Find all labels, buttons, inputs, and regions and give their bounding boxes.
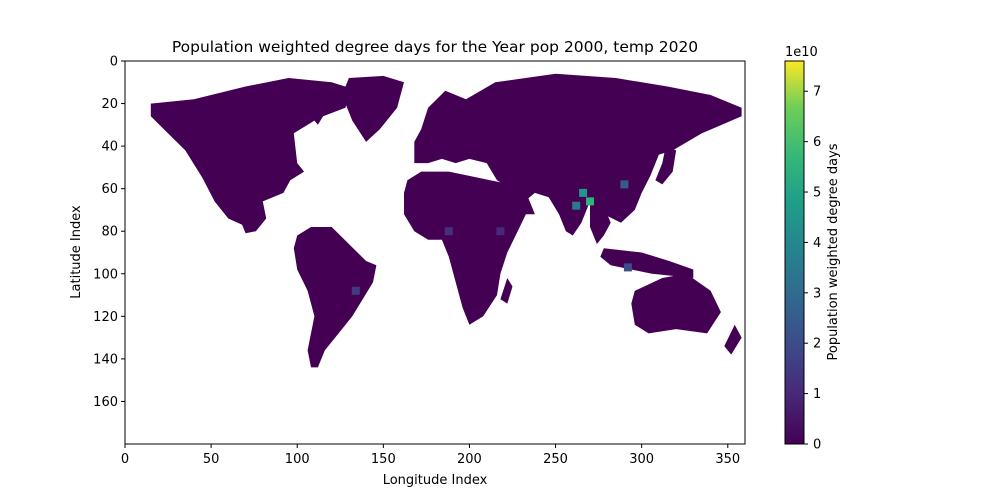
land-region-6: [490, 180, 535, 215]
colorbar-tick-label: 1: [813, 387, 821, 402]
land-region-11: [655, 146, 677, 185]
colorbar-tick-label: 7: [813, 85, 821, 100]
y-axis: 0 20 40 60 80 100 120 140 160: [93, 55, 125, 410]
x-tick-label: 100: [285, 452, 310, 467]
hotspot-cell: [496, 227, 505, 236]
y-tick-label: 80: [101, 225, 118, 240]
land-region-9: [631, 273, 721, 334]
hotspot-cell: [444, 227, 453, 236]
hotspot-cell: [572, 201, 581, 210]
land-region-5: [500, 278, 513, 304]
x-tick-label: 250: [543, 452, 568, 467]
colorbar-tick-label: 5: [813, 186, 821, 201]
y-tick-label: 40: [101, 140, 118, 155]
colorbar-tick-label: 0: [813, 438, 821, 453]
y-tick-label: 60: [101, 182, 118, 197]
x-tick-label: 50: [203, 452, 220, 467]
colorbar-ticks: 0 1 2 3 4 5 6 7: [804, 85, 821, 453]
colorbar-tick-label: 3: [813, 286, 821, 301]
x-tick-label: 300: [629, 452, 654, 467]
chart-title: Population weighted degree days for the …: [172, 38, 698, 56]
colorbar-label: Population weighted degree days: [826, 143, 841, 360]
y-tick-label: 0: [110, 55, 118, 70]
hotspot-cell: [351, 286, 360, 295]
colorbar-tick-label: 4: [813, 236, 821, 251]
x-axis: 0 50 100 150 200 250 300 350: [121, 444, 740, 467]
land-region-3: [414, 73, 742, 236]
colorbar-tick-label: 2: [813, 337, 821, 352]
land-region-12: [428, 133, 435, 151]
land-layer: [150, 73, 742, 368]
hotspot-cell: [620, 180, 629, 189]
y-tick-label: 100: [93, 267, 118, 282]
hotspot-cell: [586, 197, 594, 206]
land-region-10: [724, 324, 742, 355]
land-region-2: [293, 227, 377, 368]
colorbar-exponent: 1e10: [785, 45, 818, 60]
colorbar: 1e10 0 1 2 3 4 5 6 7 Population weighted degree…: [784, 45, 841, 453]
land-region-7: [590, 201, 611, 244]
land-region-0: [150, 78, 353, 234]
x-tick-label: 350: [715, 452, 740, 467]
x-tick-label: 200: [457, 452, 482, 467]
hotspot-cell: [579, 188, 588, 197]
y-tick-label: 140: [93, 352, 118, 367]
heatmap-plot: [124, 60, 746, 445]
colorbar-tick-label: 6: [813, 135, 821, 150]
land-region-4: [404, 171, 528, 325]
colorbar-gradient: [784, 60, 805, 445]
x-tick-label: 0: [121, 452, 129, 467]
x-axis-label: Longitude Index: [383, 473, 488, 488]
y-tick-label: 160: [93, 395, 118, 410]
hotspot-layer: [351, 180, 632, 295]
y-tick-label: 20: [101, 97, 118, 112]
hotspot-cell: [623, 263, 632, 272]
land-region-8: [600, 248, 694, 278]
x-tick-label: 150: [371, 452, 396, 467]
land-region-1: [342, 75, 404, 142]
y-tick-label: 120: [93, 310, 118, 325]
plot-frame: [124, 60, 746, 445]
y-axis-label: Latitude Index: [69, 205, 84, 299]
